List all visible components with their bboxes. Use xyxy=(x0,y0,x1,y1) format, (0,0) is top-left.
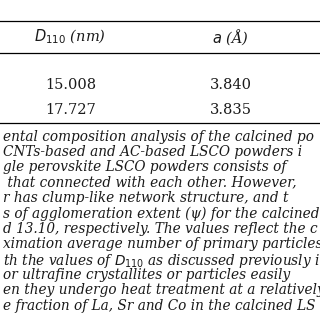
Text: $D_{110}$ (nm): $D_{110}$ (nm) xyxy=(35,28,106,46)
Text: d 13.10, respectively. The values reflect the c: d 13.10, respectively. The values reflec… xyxy=(3,222,318,236)
Text: ental composition analysis of the calcined po: ental composition analysis of the calcin… xyxy=(3,130,314,144)
Text: 3.840: 3.840 xyxy=(209,78,252,92)
Text: 17.727: 17.727 xyxy=(45,103,96,117)
Text: th the values of $D_{110}$ as discussed previously ir: th the values of $D_{110}$ as discussed … xyxy=(3,252,320,270)
Text: CNTs-based and AC-based LSCO powders i: CNTs-based and AC-based LSCO powders i xyxy=(3,145,302,159)
Text: en they undergo heat treatment at a relatively: en they undergo heat treatment at a rela… xyxy=(3,283,320,297)
Text: or ultrafine crystallites or particles easily: or ultrafine crystallites or particles e… xyxy=(3,268,291,282)
Text: $a$ (Å): $a$ (Å) xyxy=(212,27,249,47)
Text: s of agglomeration extent (ψ) for the calcined: s of agglomeration extent (ψ) for the ca… xyxy=(3,206,320,221)
Text: 3.835: 3.835 xyxy=(209,103,252,117)
Text: ximation average number of primary particles: ximation average number of primary parti… xyxy=(3,237,320,251)
Text: e fraction of La, Sr and Co in the calcined LS: e fraction of La, Sr and Co in the calci… xyxy=(3,299,316,313)
Text: that connected with each other. However,: that connected with each other. However, xyxy=(3,176,297,190)
Text: 15.008: 15.008 xyxy=(45,78,96,92)
Text: r has clump-like network structure, and t: r has clump-like network structure, and … xyxy=(3,191,289,205)
Text: gle perovskite LSCO powders consists of: gle perovskite LSCO powders consists of xyxy=(3,160,287,174)
